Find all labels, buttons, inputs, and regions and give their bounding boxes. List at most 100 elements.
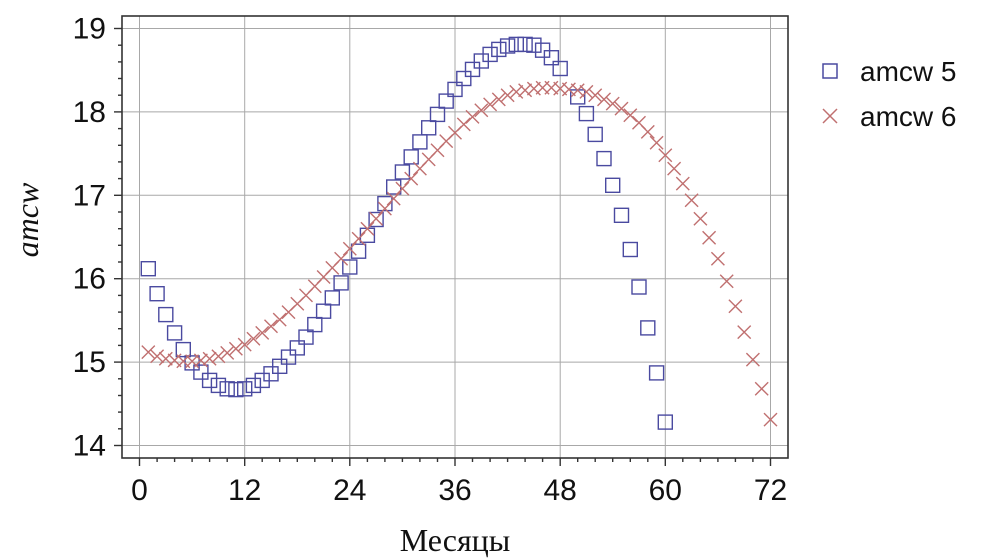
data-point-square	[166, 325, 183, 341]
data-point-square	[657, 414, 673, 430]
data-point-square	[236, 381, 253, 397]
data-point-x	[728, 299, 743, 314]
data-point-x	[193, 353, 208, 368]
data-point-x	[264, 319, 278, 334]
data-point-x	[684, 193, 699, 208]
legend-square-marker-icon	[822, 63, 838, 79]
data-point-x	[763, 412, 778, 427]
data-point-square	[605, 177, 621, 194]
data-point-square	[377, 195, 393, 212]
data-point-square	[272, 358, 288, 374]
data-point-square	[210, 377, 227, 394]
data-point-square	[140, 261, 157, 277]
data-point-x	[518, 83, 533, 98]
x-axis-title: Месяцы	[400, 522, 511, 558]
x-tick-labels: 0 12 24 36 48 60 72	[131, 474, 787, 507]
data-point-square	[333, 275, 349, 291]
data-point-x	[211, 349, 226, 364]
data-point-x	[377, 201, 392, 216]
data-point-square	[464, 61, 481, 78]
data-point-x	[272, 312, 287, 327]
legend-item-amcw-5: amcw 5	[822, 56, 956, 87]
data-point-square	[175, 341, 192, 358]
y-tick-labels: 14 15 16 17 18 19	[73, 13, 106, 463]
data-point-x	[456, 117, 471, 132]
data-point-square	[193, 364, 209, 380]
data-point-square	[158, 306, 174, 323]
x-tick-label: 24	[333, 474, 366, 507]
data-point-square	[149, 286, 165, 302]
data-point-square	[280, 349, 297, 365]
data-point-x	[640, 124, 655, 139]
data-series	[140, 36, 778, 430]
data-point-square	[324, 290, 340, 306]
data-point-square	[517, 36, 533, 53]
data-point-x	[623, 108, 638, 123]
data-point-square	[245, 377, 262, 394]
x-tick-label: 48	[544, 474, 577, 507]
grid	[122, 16, 788, 458]
data-point-x	[597, 92, 611, 107]
data-point-square	[228, 381, 244, 398]
data-point-square	[482, 46, 498, 63]
data-point-x	[395, 181, 410, 196]
data-point-square	[219, 381, 235, 397]
data-point-x	[246, 331, 261, 346]
data-point-square	[368, 211, 384, 228]
data-point-square	[447, 81, 463, 98]
data-point-square	[631, 279, 647, 295]
x-tick-label: 72	[754, 474, 787, 507]
y-tick-label: 16	[73, 263, 106, 296]
data-point-square	[596, 150, 612, 167]
data-point-x	[745, 352, 760, 367]
data-point-square	[491, 41, 507, 58]
data-point-square	[429, 106, 446, 123]
data-point-square	[438, 93, 454, 109]
data-point-square	[613, 207, 630, 224]
data-point-x	[474, 103, 489, 118]
legend-x-marker-icon	[822, 108, 838, 124]
data-point-x	[334, 251, 349, 266]
data-point-square	[412, 134, 428, 150]
series-2	[141, 80, 778, 427]
y-tick-label: 14	[73, 430, 106, 463]
data-point-square	[403, 149, 419, 165]
data-point-x	[255, 325, 270, 340]
data-point-x	[202, 351, 217, 366]
y-tick-label: 15	[73, 346, 106, 379]
data-point-square	[648, 365, 665, 381]
data-point-x	[141, 345, 156, 360]
data-point-x	[369, 211, 384, 226]
data-point-x	[710, 251, 725, 266]
x-tick-label: 0	[131, 474, 148, 507]
data-point-x	[605, 96, 620, 111]
data-point-square	[421, 120, 437, 136]
data-point-square	[508, 36, 524, 53]
data-point-x	[509, 84, 524, 99]
data-point-x	[220, 345, 235, 360]
y-axis-title: amcw	[9, 182, 45, 257]
data-point-x	[386, 191, 401, 206]
data-point-square	[298, 329, 314, 345]
x-tick-label: 12	[228, 474, 261, 507]
data-point-square	[201, 372, 218, 389]
data-point-x	[588, 88, 603, 103]
data-point-x	[150, 349, 165, 364]
data-point-square	[578, 105, 595, 122]
data-point-x	[702, 230, 717, 245]
data-point-square	[315, 303, 332, 319]
data-point-square	[552, 60, 568, 77]
legend-label-amcw-6: amcw 6	[860, 101, 956, 132]
x-tick-label: 60	[649, 474, 682, 507]
data-point-square	[456, 70, 472, 87]
data-point-x	[719, 274, 734, 289]
data-point-x	[649, 135, 664, 150]
data-point-x	[158, 351, 173, 366]
y-tick-label: 18	[73, 96, 106, 129]
data-point-square	[526, 37, 542, 53]
data-point-x	[614, 101, 629, 116]
data-point-x	[667, 161, 682, 176]
legend-label-amcw-5: amcw 5	[860, 56, 956, 87]
data-point-x	[228, 341, 243, 356]
